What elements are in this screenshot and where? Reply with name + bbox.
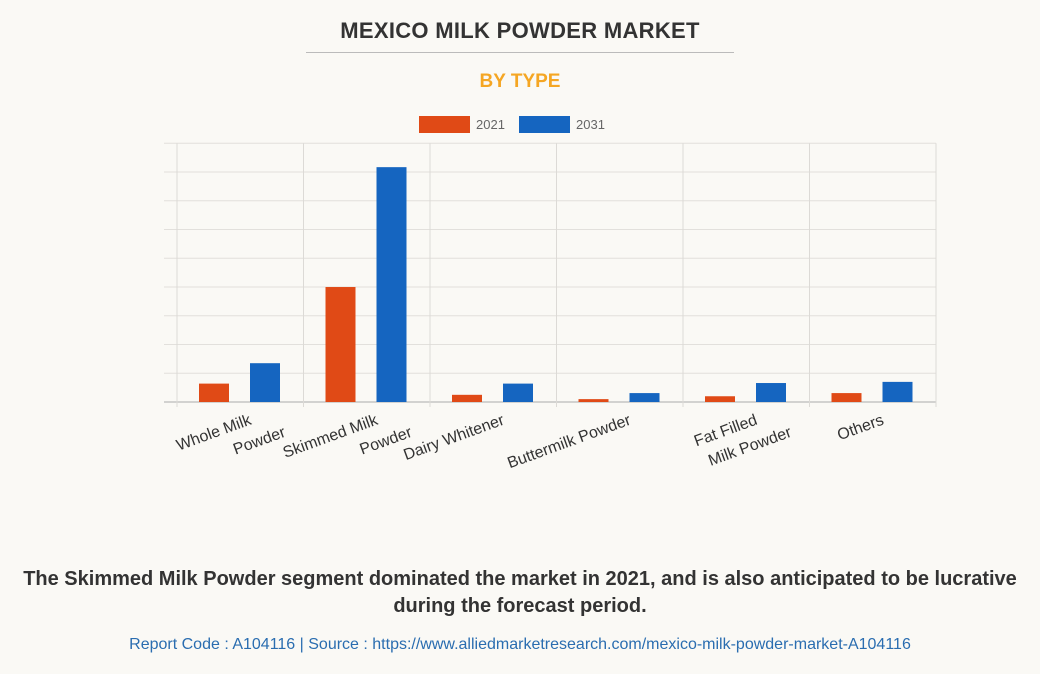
bar-2021-1 (325, 287, 356, 402)
bar-2031-5 (882, 381, 913, 402)
legend-label-2021: 2021 (476, 117, 505, 132)
x-tick-label: Fat FilledMilk Powder (692, 402, 795, 472)
chart-subtitle: BY TYPE (479, 71, 561, 92)
source-footer[interactable]: Report Code : A104116 | Source : https:/… (129, 636, 911, 653)
bar-2021-5 (831, 393, 862, 402)
bar-2031-2 (503, 383, 533, 402)
bar-2021-3 (578, 399, 609, 402)
bar-2031-1 (376, 167, 407, 402)
chart-caption: The Skimmed Milk Powder segment dominate… (23, 568, 1017, 617)
legend-swatch-2021 (419, 116, 470, 133)
bar-2021-0 (199, 383, 229, 402)
bar-2031-3 (629, 393, 660, 402)
x-tick-label: Dairy Whitener (401, 412, 507, 464)
bar-2021-4 (705, 396, 735, 402)
legend-swatch-2031 (519, 116, 570, 133)
legend-label-2031: 2031 (576, 117, 605, 132)
x-tick-label: Buttermilk Powder (505, 412, 633, 473)
x-tick-label: Others (835, 412, 886, 444)
x-tick-label: Whole MilkPowder (174, 402, 288, 476)
bar-2021-2 (452, 394, 482, 402)
bar-2031-0 (250, 363, 280, 402)
bar-2031-4 (756, 383, 786, 402)
x-tick-label: Skimmed MilkPowder (281, 402, 415, 484)
title-divider (306, 52, 734, 53)
chart-title: MEXICO MILK POWDER MARKET (340, 18, 700, 43)
